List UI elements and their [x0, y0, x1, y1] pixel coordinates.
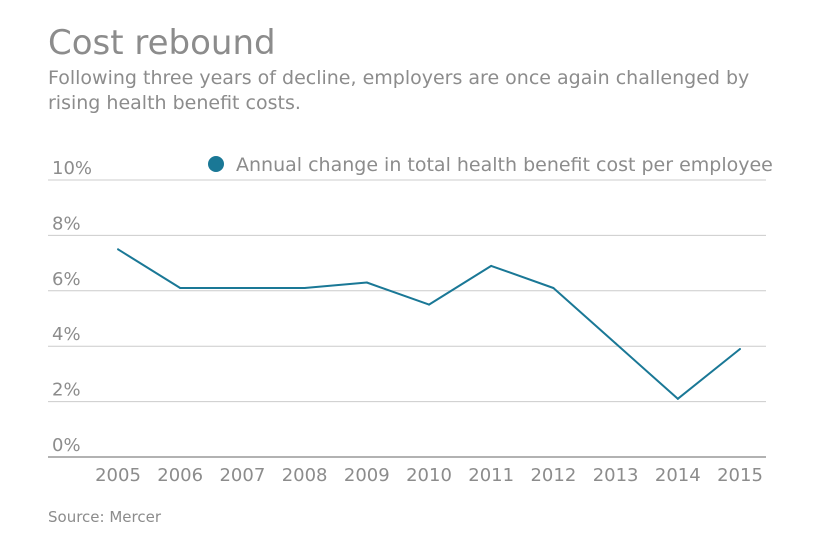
- data-point: [676, 397, 679, 400]
- source-note: Source: Mercer: [48, 508, 161, 526]
- x-axis-labels: 2005 2006 2007 2008 2009 2010 2011 2012 2013 2014…: [95, 465, 763, 486]
- series-line: [117, 248, 741, 400]
- x-tick-label: 2008: [282, 465, 328, 486]
- data-point: [179, 287, 182, 290]
- y-tick-label: 2%: [52, 380, 81, 401]
- data-point: [303, 287, 306, 290]
- y-tick-label: 0%: [52, 435, 81, 456]
- y-tick-label: 6%: [52, 269, 81, 290]
- grid-layer: [48, 179, 766, 458]
- chart-title: Cost rebound: [48, 23, 276, 63]
- data-point: [490, 264, 493, 267]
- data-point: [241, 287, 244, 290]
- x-tick-label: 2009: [344, 465, 390, 486]
- legend-label: Annual change in total health benefit co…: [236, 154, 773, 176]
- series-layer: [117, 248, 741, 400]
- data-point: [365, 281, 368, 284]
- data-point: [428, 303, 430, 306]
- data-point: [552, 287, 555, 290]
- y-tick-label: 10%: [52, 158, 92, 179]
- x-tick-label: 2013: [593, 465, 639, 486]
- chart-subtitle: Following three years of decline, employ…: [48, 67, 750, 114]
- data-point: [614, 342, 617, 345]
- x-tick-label: 2007: [219, 465, 265, 486]
- x-tick-label: 2011: [468, 465, 514, 486]
- x-tick-label: 2006: [157, 465, 203, 486]
- x-tick-label: 2015: [717, 465, 763, 486]
- data-point: [739, 347, 741, 350]
- x-tick-label: 2005: [95, 465, 141, 486]
- x-tick-label: 2010: [406, 465, 452, 486]
- x-tick-label: 2014: [655, 465, 701, 486]
- y-tick-label: 4%: [52, 324, 81, 345]
- y-tick-label: 8%: [52, 213, 81, 234]
- y-axis-labels: 0% 2% 4% 6% 8% 10%: [52, 158, 92, 456]
- legend: Annual change in total health benefit co…: [208, 154, 773, 176]
- legend-marker: [208, 156, 224, 172]
- x-tick-label: 2012: [530, 465, 576, 486]
- data-point: [117, 248, 119, 251]
